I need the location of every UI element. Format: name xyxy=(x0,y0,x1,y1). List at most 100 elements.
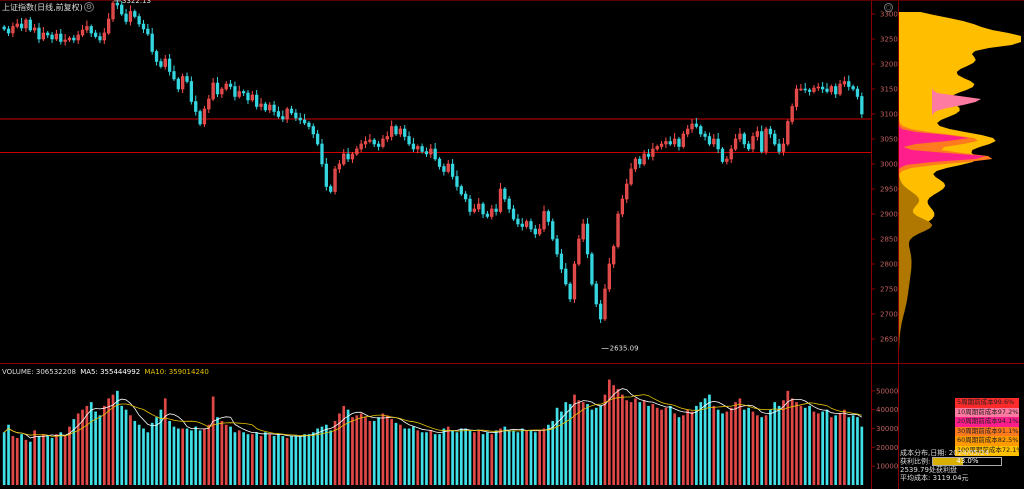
volume-bar xyxy=(220,420,224,485)
volume-bar xyxy=(507,430,511,485)
candle-body xyxy=(585,223,590,255)
candle-body xyxy=(194,101,198,112)
volume-bar xyxy=(11,436,15,485)
volume-bar xyxy=(55,434,58,485)
volume-bar xyxy=(655,407,659,485)
volume-bar xyxy=(503,426,507,485)
volume-bar xyxy=(660,409,663,485)
volume-bar xyxy=(799,405,803,485)
chip-legend: 5周期前成本99.6% 10周期前成本97.2% 20周期前成本94.1% 30周期前… xyxy=(955,398,1019,456)
candle-body xyxy=(220,88,224,95)
candle-body xyxy=(533,228,537,235)
candle-body xyxy=(559,253,564,270)
chip-profile-low xyxy=(899,12,933,350)
candle-body xyxy=(564,268,568,285)
volume-bar xyxy=(338,413,341,485)
volume-bar xyxy=(838,413,842,485)
price-tick-label: 2800 xyxy=(880,261,898,269)
volume-bar xyxy=(194,426,198,485)
candle-body xyxy=(812,87,816,92)
volume-bar xyxy=(520,428,524,485)
volume-bar xyxy=(342,405,346,485)
volume-bar xyxy=(211,396,215,485)
volume-bar xyxy=(782,400,785,485)
candle-body xyxy=(141,23,146,30)
candle-body xyxy=(520,223,524,227)
volume-bar xyxy=(603,394,607,485)
volume-bar xyxy=(381,413,385,485)
candle-body xyxy=(15,23,19,27)
candle-body xyxy=(76,34,80,41)
volume-bar xyxy=(786,390,790,485)
candle-body xyxy=(324,163,328,187)
chart-options-icon[interactable]: ○ xyxy=(884,3,893,12)
volume-bar xyxy=(329,430,333,485)
volume-bar xyxy=(425,432,428,485)
price-tick-label: 2950 xyxy=(880,186,898,194)
volume-bar xyxy=(455,432,459,485)
candle-body xyxy=(855,88,860,97)
candle-body xyxy=(389,126,394,137)
candle-body xyxy=(686,128,690,135)
volume-bar xyxy=(129,415,132,485)
candle-body xyxy=(98,36,102,41)
candle-body xyxy=(450,163,455,177)
candle-body xyxy=(50,34,54,40)
chip-legend-item: 10周期前成本97.2% xyxy=(955,407,1019,418)
volume-bar xyxy=(690,411,694,485)
volume-bar xyxy=(81,409,84,485)
volume-bar xyxy=(333,420,337,485)
candle-body xyxy=(720,148,725,162)
volume-bar xyxy=(233,432,237,485)
candle-body xyxy=(607,263,611,290)
volume-bar xyxy=(764,415,768,485)
volume-bar xyxy=(407,428,411,485)
candle-body xyxy=(707,136,712,145)
candle-body xyxy=(368,139,372,142)
volume-bar xyxy=(533,432,537,485)
volume-bar xyxy=(446,426,450,485)
candle-body xyxy=(133,11,137,17)
volume-bar xyxy=(529,430,533,485)
chart-title: 上证指数(日线,前复权) xyxy=(2,3,83,12)
volume-bar xyxy=(769,409,772,485)
volume-bar xyxy=(486,432,489,485)
candle-body xyxy=(581,223,585,240)
volume-tick-label: 30000 xyxy=(876,425,898,433)
volume-bar xyxy=(664,407,668,485)
candle-body xyxy=(790,106,794,122)
candle-body xyxy=(655,146,659,150)
candle-body xyxy=(825,88,829,92)
settings-icon[interactable]: ⚙ xyxy=(84,2,94,12)
volume-bar xyxy=(42,434,45,485)
volume-bar xyxy=(398,424,402,485)
volume-bar xyxy=(847,417,851,485)
candle-body xyxy=(211,82,215,100)
candle-body xyxy=(342,153,346,165)
candle-body xyxy=(294,112,298,119)
volume-bar xyxy=(590,409,594,485)
volume-bar xyxy=(803,407,807,485)
chip-profile-100 xyxy=(899,12,1021,350)
candle-body xyxy=(538,228,542,235)
volume-bar xyxy=(203,428,206,485)
candle-body xyxy=(633,158,638,170)
candle-body xyxy=(403,128,407,137)
profit-ratio-text: 43.0% xyxy=(956,457,979,466)
candle-body xyxy=(268,104,272,111)
volume-bar xyxy=(481,434,485,485)
volume-bar xyxy=(190,430,193,485)
volume-bar xyxy=(594,407,598,485)
chip-legend-item: 30周期前成本91.1% xyxy=(955,426,1019,437)
candle-body xyxy=(163,58,167,67)
volume-bar xyxy=(303,434,306,485)
candle-body xyxy=(511,208,516,220)
volume-bar xyxy=(525,430,528,485)
candle-body xyxy=(694,123,699,127)
candle-body xyxy=(751,136,755,150)
candle-body xyxy=(285,108,289,120)
candle-body xyxy=(733,138,738,150)
ma5-line xyxy=(3,388,863,439)
candle-body xyxy=(67,37,72,41)
candle-body xyxy=(115,2,120,6)
